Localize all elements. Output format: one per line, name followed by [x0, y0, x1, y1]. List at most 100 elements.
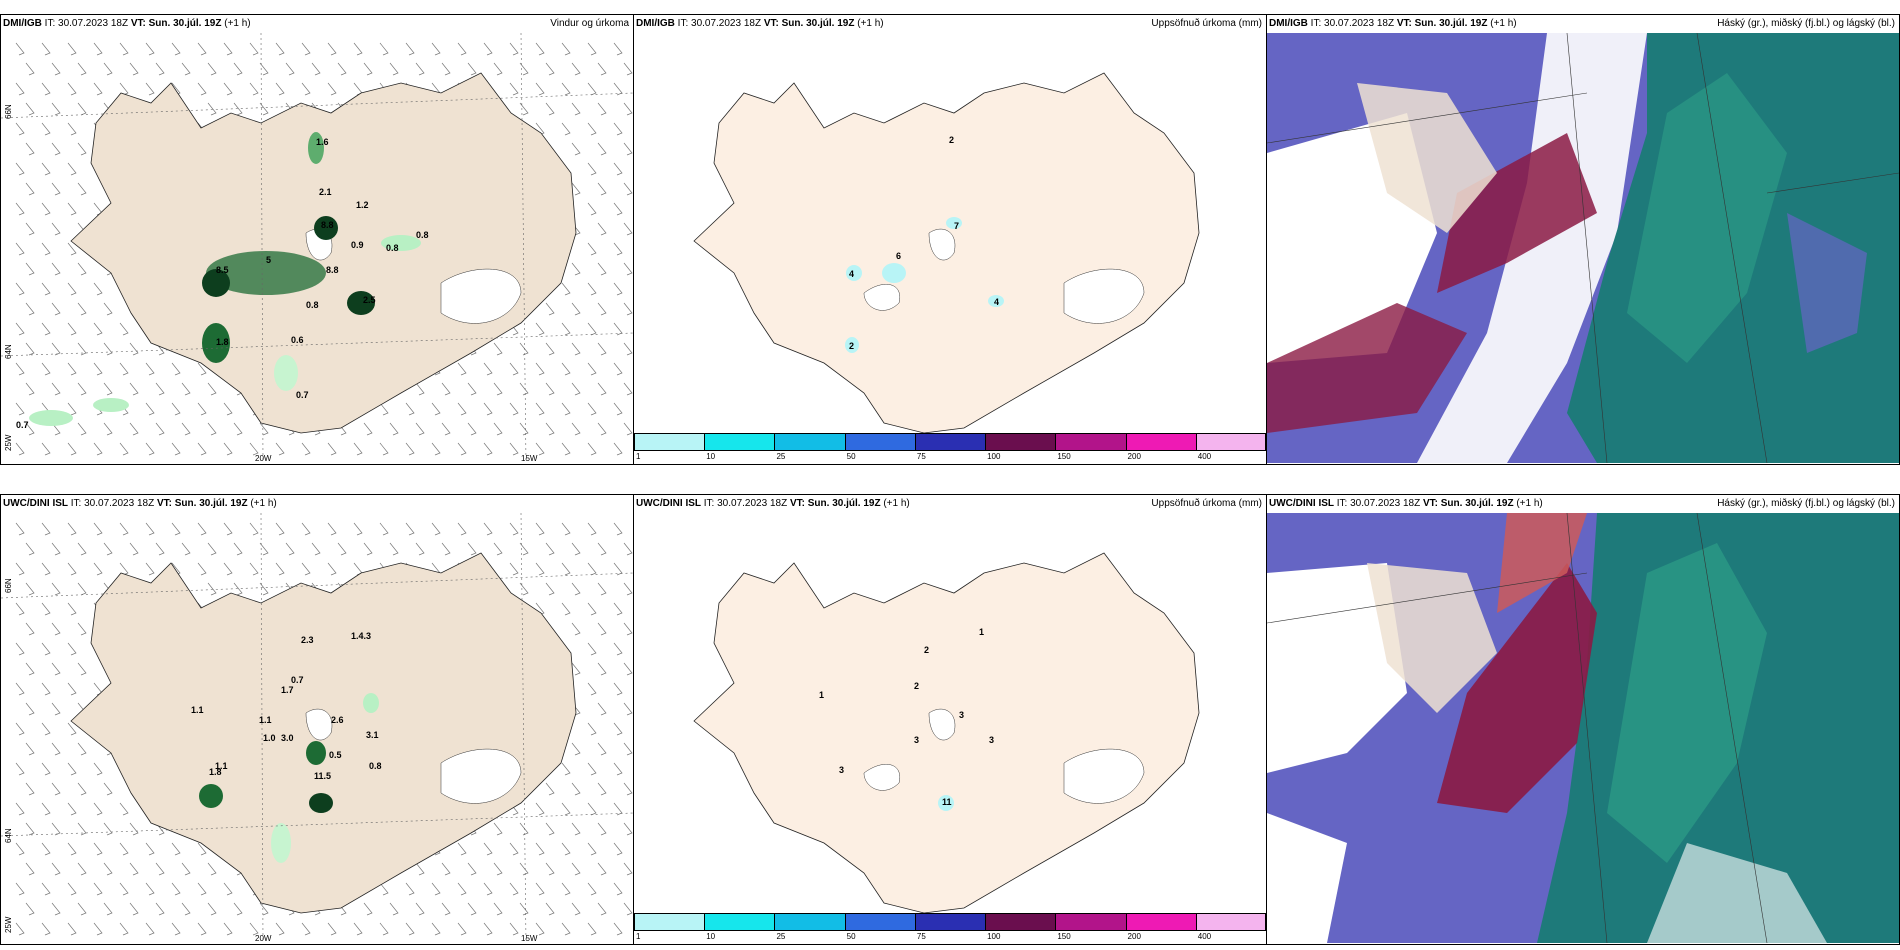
wind-barb [103, 782, 113, 796]
wind-barb [571, 742, 581, 756]
wind-barb [509, 842, 519, 856]
wind-barb [545, 822, 555, 836]
wind-barb [25, 542, 35, 556]
accum-value-label: 2 [949, 135, 954, 145]
wind-barb [571, 422, 581, 436]
wind-barb [15, 162, 25, 176]
wind-barb [327, 82, 337, 96]
wind-barb [223, 522, 233, 536]
wind-barb [509, 522, 519, 536]
wind-barb [15, 42, 25, 56]
accum-value-label: 4 [849, 269, 854, 279]
wind-barb [207, 902, 217, 916]
wind-barb [457, 362, 467, 376]
wind-barb [25, 662, 35, 676]
precip-cells [199, 693, 379, 863]
wind-barb [561, 442, 571, 456]
wind-barb [597, 822, 607, 836]
wind-barb [285, 62, 295, 76]
colorbar-tick-label: 50 [846, 452, 856, 461]
wind-barb [493, 822, 503, 836]
cloud-map [1267, 33, 1899, 463]
precip-value-label: 1.7 [281, 685, 294, 695]
lon-label-15w: 15W [521, 934, 538, 943]
wind-barb [171, 882, 181, 896]
wind-barb [77, 382, 87, 396]
wind-barb [129, 422, 139, 436]
wind-barb [613, 42, 623, 56]
wind-barb [535, 922, 545, 936]
wind-barb [145, 42, 155, 56]
wind-barb [561, 322, 571, 336]
wind-barb [103, 422, 113, 436]
wind-barb [587, 402, 597, 416]
wind-barb [77, 742, 87, 756]
wind-barb [353, 922, 363, 936]
wind-barb [77, 782, 87, 796]
wind-barb [15, 402, 25, 416]
wind-barb [275, 442, 285, 456]
wind-barb [457, 922, 467, 936]
wind-barb [587, 922, 597, 936]
wind-barb [301, 522, 311, 536]
wind-barb [77, 142, 87, 156]
wind-barb [483, 922, 493, 936]
wind-barb [613, 762, 623, 776]
wind-barb [483, 402, 493, 416]
wind-barb [259, 582, 269, 596]
wind-barb [41, 362, 51, 376]
wind-barb [623, 902, 633, 916]
wind-barb [457, 402, 467, 416]
wind-barb [509, 402, 519, 416]
wind-barb [379, 402, 389, 416]
wind-barb [51, 662, 61, 676]
wind-barb [119, 882, 129, 896]
wind-barb [233, 902, 243, 916]
wind-barb [171, 842, 181, 856]
wind-barb [15, 882, 25, 896]
wind-barb [41, 242, 51, 256]
colorbar-tick-label: 200 [1127, 932, 1141, 941]
wind-barb [587, 122, 597, 136]
wind-barb [233, 422, 243, 436]
wind-barb [561, 282, 571, 296]
panel-title: UWC/DINI ISL IT: 30.07.2023 18Z VT: Sun.… [636, 498, 910, 509]
wind-barb [171, 442, 181, 456]
precip-value-label: 0.8 [306, 300, 319, 310]
wind-barb [571, 262, 581, 276]
wind-barb [25, 102, 35, 116]
wind-barb [93, 322, 103, 336]
wind-barb [519, 542, 529, 556]
wind-barb [535, 442, 545, 456]
wind-barb [623, 702, 633, 716]
colorbar-box [1125, 913, 1196, 931]
panel-title: DMI/IGB IT: 30.07.2023 18Z VT: Sun. 30.j… [636, 18, 884, 29]
wind-barb [275, 82, 285, 96]
wind-barb [155, 422, 165, 436]
wind-barb [51, 542, 61, 556]
wind-barb [587, 202, 597, 216]
wind-barb [77, 582, 87, 596]
wind-barb [25, 302, 35, 316]
wind-barb [327, 42, 337, 56]
wind-barb [441, 62, 451, 76]
panel-accum-precip-uwc: UWC/DINI ISL IT: 30.07.2023 18Z VT: Sun.… [633, 494, 1267, 945]
wind-barb [483, 442, 493, 456]
wind-barb [571, 542, 581, 556]
wind-barb [623, 422, 633, 436]
wind-barb [535, 562, 545, 576]
wind-barb [467, 382, 477, 396]
wind-barb [275, 562, 285, 576]
wind-barb [25, 862, 35, 876]
wind-barb [77, 902, 87, 916]
wind-barb [483, 42, 493, 56]
wind-barb [535, 402, 545, 416]
wind-barb [15, 82, 25, 96]
wind-barb [77, 182, 87, 196]
wind-barb [67, 722, 77, 736]
accum-map: 1 2 2 1 3 3 3 3 11 [693, 552, 1200, 914]
wind-barb [25, 422, 35, 436]
wind-barb [571, 662, 581, 676]
wind-barb [181, 902, 191, 916]
wind-barb [93, 522, 103, 536]
